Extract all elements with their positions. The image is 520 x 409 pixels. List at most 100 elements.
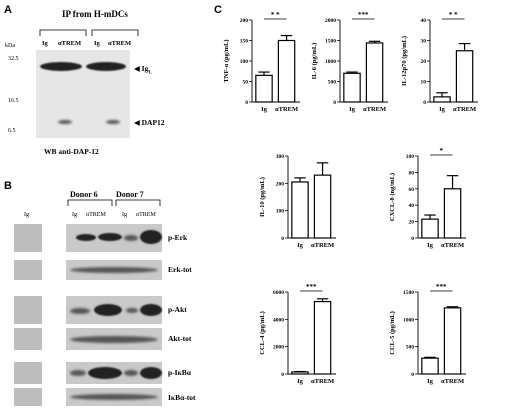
chart-0-ylabel: TNF-α (pg/mL) bbox=[223, 39, 230, 82]
chart-1-cat-1: αTREM bbox=[363, 106, 386, 113]
chart-2-bar-0 bbox=[433, 96, 451, 103]
panel-b-lane-0: Ig bbox=[24, 212, 29, 218]
donor-6-label: Donor 6 bbox=[70, 190, 98, 199]
chart-6-sig: *** bbox=[436, 283, 447, 291]
chart-2-cat-0: Ig bbox=[439, 106, 446, 113]
panel-c-letter: C bbox=[214, 4, 222, 16]
row-label-perk: p-Erk bbox=[168, 233, 188, 242]
chart-3-cat-1: αTREM bbox=[311, 242, 334, 249]
blot-akttot bbox=[66, 328, 162, 350]
chart-6-cat-0: Ig bbox=[427, 378, 434, 385]
marker-16: 16.5 bbox=[8, 98, 19, 104]
blot-erktot bbox=[66, 260, 162, 280]
chart-6-cat-1: αTREM bbox=[441, 378, 464, 385]
blot-pikba bbox=[66, 362, 162, 384]
panel-b-lane-1: Ig bbox=[72, 212, 77, 218]
chart-4-ytick-label-0: 0 bbox=[411, 236, 414, 242]
chart-0-ytick-label-4: 200 bbox=[240, 18, 249, 24]
chart-3-ytick-label-1: 100 bbox=[276, 209, 285, 215]
chart-5-cat-0: Ig bbox=[297, 378, 304, 385]
chart-2-bar-1 bbox=[455, 50, 474, 103]
chart-3-ytick-label-0: 0 bbox=[281, 236, 284, 242]
kda-label: kDa bbox=[5, 43, 15, 49]
chart-6-ytick-label-2: 1000 bbox=[403, 317, 414, 323]
panel-a-lane-3: Ig bbox=[94, 40, 100, 47]
chart-1-cat-0: Ig bbox=[349, 106, 356, 113]
chart-2-ytick-label-1: 10 bbox=[421, 80, 427, 86]
chart-0-bar-0 bbox=[255, 74, 273, 103]
chart-5-cat-1: αTREM bbox=[311, 378, 334, 385]
wb-label: WB anti-DAP-12 bbox=[44, 147, 99, 156]
chart-3-ytick-label-3: 300 bbox=[276, 154, 285, 160]
chart-4-bar-1 bbox=[443, 188, 462, 239]
chart-2-ylabel: IL-12p70 (pg/mL) bbox=[401, 36, 408, 86]
chart-3-bar-0 bbox=[291, 181, 309, 239]
blot-erktot-lane0 bbox=[14, 260, 42, 280]
chart-1-ylabel: IL-6 (pg/mL) bbox=[311, 43, 318, 80]
chart-1-bar-1 bbox=[365, 42, 384, 103]
chart-2-cat-1: αTREM bbox=[453, 106, 476, 113]
chart-0-ytick-label-0: 0 bbox=[245, 100, 248, 106]
chart-1-bar-0 bbox=[343, 72, 361, 103]
band-label-igl: ◀ IgL bbox=[134, 64, 152, 76]
chart-0-ytick-label-2: 100 bbox=[240, 59, 249, 65]
blot-pakt-lane0 bbox=[14, 296, 42, 324]
dap12-blot bbox=[36, 50, 130, 138]
chart-0-cat-1: αTREM bbox=[275, 106, 298, 113]
blot-ikbatot bbox=[66, 388, 162, 406]
chart-4-ytick-label-2: 40 bbox=[409, 203, 415, 209]
chart-0-ytick-label-1: 50 bbox=[243, 80, 249, 86]
blot-pakt bbox=[66, 296, 162, 324]
blot-pikba-lane0 bbox=[14, 362, 42, 384]
chart-3-cat-0: Ig bbox=[297, 242, 304, 249]
chart-5-ytick-label-1: 2000 bbox=[273, 345, 284, 351]
chart-5-ylabel: CCL-4 (pg/mL) bbox=[259, 311, 266, 355]
chart-6-ytick-label-3: 1500 bbox=[403, 290, 414, 296]
chart-2-ytick-label-3: 30 bbox=[421, 39, 427, 45]
chart-5-bar-0 bbox=[291, 371, 309, 375]
chart-0-ytick-label-3: 150 bbox=[240, 39, 249, 45]
chart-1-sig: *** bbox=[358, 11, 369, 19]
band-label-dap12: ◀ DAP12 bbox=[134, 118, 165, 127]
chart-6-ylabel: CCL-5 (pg/mL) bbox=[389, 311, 396, 355]
chart-5-ytick-label-2: 4000 bbox=[273, 317, 284, 323]
panel-b-lane-2: αTREM bbox=[86, 212, 106, 218]
chart-1-ytick-label-0: 0 bbox=[333, 100, 336, 106]
chart-2-ytick-label-4: 40 bbox=[421, 18, 427, 24]
blot-perk-lane0 bbox=[14, 224, 42, 252]
chart-2-sig: * * bbox=[449, 11, 458, 19]
blot-perk bbox=[66, 224, 162, 252]
chart-4-cat-0: Ig bbox=[427, 242, 434, 249]
chart-2-ytick-label-2: 20 bbox=[421, 59, 427, 65]
panel-b-letter: B bbox=[4, 180, 12, 192]
chart-2-ytick-label-0: 0 bbox=[423, 100, 426, 106]
chart-4-ytick-label-3: 60 bbox=[409, 187, 415, 193]
chart-6-ytick-label-1: 500 bbox=[406, 345, 415, 351]
panel-b-lane-4: αTREM bbox=[136, 212, 156, 218]
marker-32: 32.5 bbox=[8, 56, 19, 62]
chart-5-ytick-label-3: 6000 bbox=[273, 290, 284, 296]
chart-1-ytick-label-3: 1500 bbox=[325, 39, 336, 45]
chart-4-ytick-label-4: 80 bbox=[409, 170, 415, 176]
blot-ikbatot-lane0 bbox=[14, 388, 42, 406]
chart-4-bar-0 bbox=[421, 218, 439, 239]
chart-5-sig: *** bbox=[306, 283, 317, 291]
chart-4-cat-1: αTREM bbox=[441, 242, 464, 249]
panel-b-lane-3: Ig bbox=[122, 212, 127, 218]
chart-3-ytick-label-2: 200 bbox=[276, 181, 285, 187]
panel-a-lane-2: αTREM bbox=[58, 40, 82, 47]
chart-4-sig: * bbox=[440, 147, 444, 155]
chart-5-ytick-label-0: 0 bbox=[281, 372, 284, 378]
chart-1-ytick-label-4: 2000 bbox=[325, 18, 336, 24]
chart-6-bar-1 bbox=[443, 307, 462, 375]
donor-brackets bbox=[67, 199, 161, 206]
chart-3-bar-1 bbox=[313, 174, 332, 239]
row-label-erktot: Erk-tot bbox=[168, 265, 192, 274]
chart-0-cat-0: Ig bbox=[261, 106, 268, 113]
lane-brackets bbox=[39, 29, 139, 36]
marker-6: 6.5 bbox=[8, 128, 16, 134]
panel-a-lane-1: Ig bbox=[42, 40, 48, 47]
chart-4-ytick-label-5: 100 bbox=[406, 154, 415, 160]
row-label-pikba: p-IκBα bbox=[168, 368, 191, 377]
